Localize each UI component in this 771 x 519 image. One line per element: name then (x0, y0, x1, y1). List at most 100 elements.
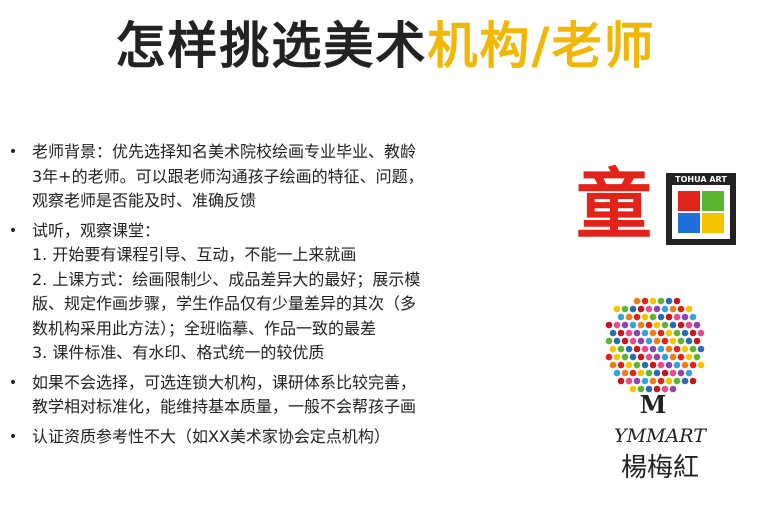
tree-dot (657, 345, 665, 353)
tree-dot (673, 377, 681, 385)
tree-dot (641, 313, 649, 321)
tree-dot (669, 353, 677, 361)
tree-dot (653, 369, 661, 377)
tree-dot (693, 321, 701, 329)
tree-dot (653, 321, 661, 329)
tree-dot (673, 329, 681, 337)
tree-dot (669, 385, 677, 393)
bullet-list: • 老师背景：优先选择知名美术院校绘画专业毕业、教龄 3年+的老师。可以跟老师沟… (8, 140, 498, 454)
title-main: 怎样挑选美术 (115, 17, 428, 75)
tree-dot (677, 321, 685, 329)
tree-dot (697, 361, 705, 369)
dotted-tree-icon (605, 297, 705, 393)
tree-dot (605, 353, 613, 361)
bullet-line: 教学相对标准化，能维持基本质量，一般不会帮孩子画 (32, 397, 417, 416)
tree-dot (609, 361, 617, 369)
bullet-line: 认证资质参考性不大（如XX美术家协会定点机构） (32, 426, 390, 446)
tree-dot (661, 321, 669, 329)
bullet-item: • 试听，观察课堂： 1. 开始要有课程引导、互动，不能一上来就画 2. 上课方… (8, 219, 498, 366)
tree-dot (629, 353, 637, 361)
tree-dot (653, 353, 661, 361)
tree-dot (613, 369, 621, 377)
tree-dot (613, 353, 621, 361)
tree-dot (645, 337, 653, 345)
tree-dot (693, 337, 701, 345)
tree-dot (625, 345, 633, 353)
tree-dot (637, 321, 645, 329)
tree-dot (629, 305, 637, 313)
tree-dot (681, 313, 689, 321)
tree-dot (689, 313, 697, 321)
tree-dot (641, 345, 649, 353)
tongqu-char: 童 (576, 163, 652, 248)
tree-dot (649, 329, 657, 337)
tree-dot (633, 377, 641, 385)
tree-dot (613, 337, 621, 345)
tree-dot (697, 345, 705, 353)
tree-dot (677, 369, 685, 377)
title-accent: 机构/老师 (427, 17, 656, 75)
tree-dot (621, 305, 629, 313)
tree-dot (673, 361, 681, 369)
tree-dot (629, 369, 637, 377)
tree-dot (613, 321, 621, 329)
tree-dot (621, 353, 629, 361)
tree-dot (649, 377, 657, 385)
tree-dot (689, 361, 697, 369)
tree-dot (617, 329, 625, 337)
bullet-dot-icon: • (8, 222, 18, 239)
tree-dot (673, 345, 681, 353)
tree-dot (649, 313, 657, 321)
tree-dot (621, 337, 629, 345)
tree-dot (661, 337, 669, 345)
tree-dot (669, 305, 677, 313)
tree-dot (689, 329, 697, 337)
tree-dot (665, 377, 673, 385)
tree-dot (645, 305, 653, 313)
tree-dot (617, 313, 625, 321)
bullet-line: 数机构采用此方法）；全班临摹、作品一致的最差 (32, 318, 377, 338)
tree-dot (657, 297, 665, 305)
tree-dot (697, 329, 705, 337)
tree-dot (625, 377, 633, 385)
tree-dot (689, 345, 697, 353)
tree-dot (641, 377, 649, 385)
tree-dot (653, 337, 661, 345)
tree-dot (681, 361, 689, 369)
tree-dot (665, 361, 673, 369)
tree-dot (661, 369, 669, 377)
tree-dot (657, 329, 665, 337)
tree-dot (657, 313, 665, 321)
tree-dot (661, 353, 669, 361)
tree-dot (629, 321, 637, 329)
tree-dot (645, 321, 653, 329)
tree-dot (685, 337, 693, 345)
tree-dot (629, 337, 637, 345)
tree-dot (673, 313, 681, 321)
tree-dot (609, 345, 617, 353)
tree-dot (681, 329, 689, 337)
tree-dot (649, 345, 657, 353)
tree-dot (673, 297, 681, 305)
tree-dot (677, 337, 685, 345)
tree-dot (665, 345, 673, 353)
bullet-line: 3年+的老师。可以跟老师沟通孩子绘画的特征、问题， (32, 166, 424, 186)
ymmart-logo: M YMMART 楊梅紅 (605, 297, 707, 483)
tree-dot (617, 345, 625, 353)
tree-dot (633, 297, 641, 305)
tree-dot (621, 321, 629, 329)
tree-dot (605, 321, 613, 329)
tree-dot (625, 313, 633, 321)
tree-dot (653, 385, 661, 393)
tree-dot (637, 305, 645, 313)
ymmart-wordmark: YMMART (614, 425, 707, 447)
tree-dot (625, 329, 633, 337)
tree-dot (609, 329, 617, 337)
tree-dot (677, 305, 685, 313)
tree-dot (633, 313, 641, 321)
tree-dot (661, 385, 669, 393)
tree-dot (681, 345, 689, 353)
tree-dot (637, 337, 645, 345)
bullet-dot-icon: • (8, 144, 18, 160)
tree-dot (633, 345, 641, 353)
